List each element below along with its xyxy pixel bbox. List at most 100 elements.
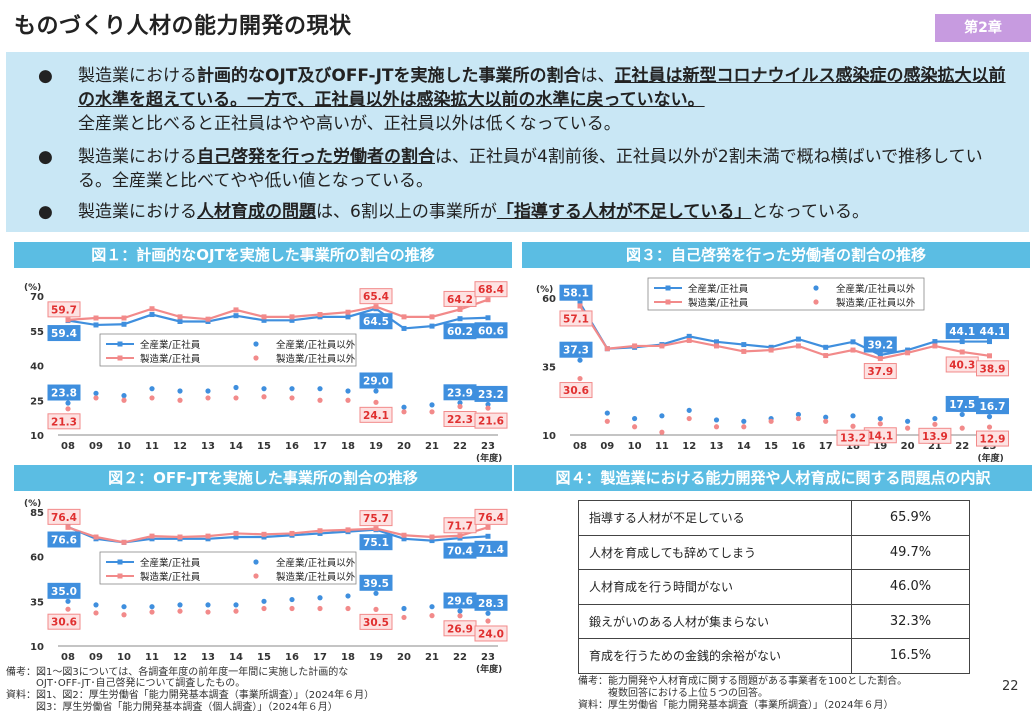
data-label: 35.0	[51, 586, 77, 598]
data-point	[604, 346, 610, 352]
data-point	[345, 593, 351, 599]
data-point	[345, 388, 351, 394]
x-tick-label: 16	[791, 441, 805, 452]
y-tick-label: 60	[30, 553, 44, 564]
data-label: 75.1	[363, 537, 389, 549]
x-tick-label: 20	[901, 441, 915, 452]
data-point	[177, 314, 183, 320]
data-label-box	[359, 406, 393, 423]
data-point	[485, 315, 491, 321]
data-point	[149, 306, 155, 312]
data-point	[205, 602, 211, 608]
x-tick-label: 22	[453, 441, 467, 452]
legend-marker	[813, 285, 819, 291]
data-label: 12.9	[980, 434, 1006, 446]
data-point	[65, 524, 71, 530]
data-point	[457, 533, 463, 539]
b2-text-2: 自己啓発を行った労働者の割合	[197, 147, 435, 167]
data-label: 39.5	[363, 578, 389, 590]
legend-label: 製造業/正社員	[688, 297, 749, 309]
b3-text-5: となっている。	[751, 202, 869, 222]
data-point	[317, 530, 323, 536]
data-point	[121, 397, 127, 403]
data-point	[205, 395, 211, 401]
data-label: 59.7	[51, 304, 77, 316]
data-label: 17.5	[949, 399, 975, 411]
data-point	[401, 536, 407, 542]
data-point	[401, 314, 407, 320]
x-tick-label: 15	[257, 441, 271, 452]
data-point	[713, 417, 720, 423]
x-tick-label: 14	[229, 441, 243, 452]
data-point	[401, 532, 407, 538]
data-point	[149, 533, 155, 539]
b1-text-5: 全産業と比べると正社員はやや高いが、正社員以外は低くなっている。	[78, 114, 621, 134]
data-label: 44.1	[980, 326, 1006, 338]
problem-value: 16.5%	[851, 638, 970, 674]
data-point	[932, 339, 938, 345]
data-point	[714, 343, 719, 349]
data-point	[149, 386, 155, 392]
data-point	[604, 410, 610, 416]
data-point	[429, 314, 435, 320]
data-label-box	[359, 534, 393, 551]
data-label: 23.9	[447, 387, 473, 399]
data-label-box	[47, 413, 81, 430]
data-label: 37.3	[563, 345, 589, 357]
data-label: 30.6	[51, 617, 77, 629]
y-unit-label: (%)	[24, 283, 41, 293]
fig1-chart: 10 25 40 55 70(%) 08 09 10 11 12 13 14 15 16 17 18 19 20 2…	[24, 281, 508, 464]
data-point	[485, 297, 491, 303]
problem-label: 育成を行うための金銭的余裕がない	[578, 638, 852, 674]
data-label: 22.3	[447, 414, 473, 426]
data-point	[768, 418, 774, 424]
problem-value: 49.7%	[851, 534, 970, 570]
x-tick-label: 09	[89, 652, 103, 663]
data-point	[233, 313, 239, 319]
data-point	[795, 411, 801, 418]
data-label: 60.2	[447, 326, 473, 338]
data-label: 30.5	[363, 617, 389, 629]
b3-text-1: 製造業における	[78, 202, 197, 222]
legend-marker	[253, 355, 259, 361]
data-point	[345, 527, 351, 533]
data-label: 60.6	[478, 325, 504, 337]
y-tick-label: 55	[30, 327, 44, 338]
data-point	[932, 343, 938, 349]
data-point	[401, 605, 407, 612]
x-tick-label: 17	[313, 441, 327, 452]
data-point	[686, 337, 692, 343]
data-point	[986, 424, 993, 430]
data-point	[93, 534, 99, 540]
data-point	[93, 602, 99, 608]
legend-box	[99, 333, 357, 367]
data-label-box	[559, 341, 593, 358]
data-label-box	[863, 363, 897, 380]
data-point	[485, 524, 491, 530]
data-label: 16.7	[980, 401, 1006, 413]
data-point	[987, 353, 992, 359]
data-point	[659, 429, 665, 435]
legend-label: 製造業/正社員以外	[276, 571, 356, 583]
chapter-badge: 第2章	[935, 14, 1031, 42]
data-label: 64.2	[447, 294, 473, 306]
x-tick-label: 21	[928, 441, 942, 452]
legend-label: 製造業/正社員以外	[836, 297, 916, 309]
data-label-box	[474, 412, 508, 429]
data-point	[959, 425, 965, 431]
data-point	[149, 395, 155, 401]
bullet-icon: ●	[38, 202, 53, 222]
data-point	[713, 424, 720, 430]
data-point	[149, 312, 155, 318]
data-point	[345, 309, 351, 315]
y-tick-label: 25	[30, 396, 44, 407]
data-point	[632, 424, 638, 430]
table-row: 育成を行うための金銭的余裕がない 16.5%	[578, 638, 970, 674]
data-point	[65, 606, 71, 612]
data-label-box	[47, 613, 81, 630]
problem-value: 65.9%	[851, 500, 970, 536]
series-line-1	[67, 526, 489, 544]
data-point	[289, 530, 295, 536]
x-tick-label: 19	[369, 441, 383, 452]
legend-box	[647, 277, 925, 311]
